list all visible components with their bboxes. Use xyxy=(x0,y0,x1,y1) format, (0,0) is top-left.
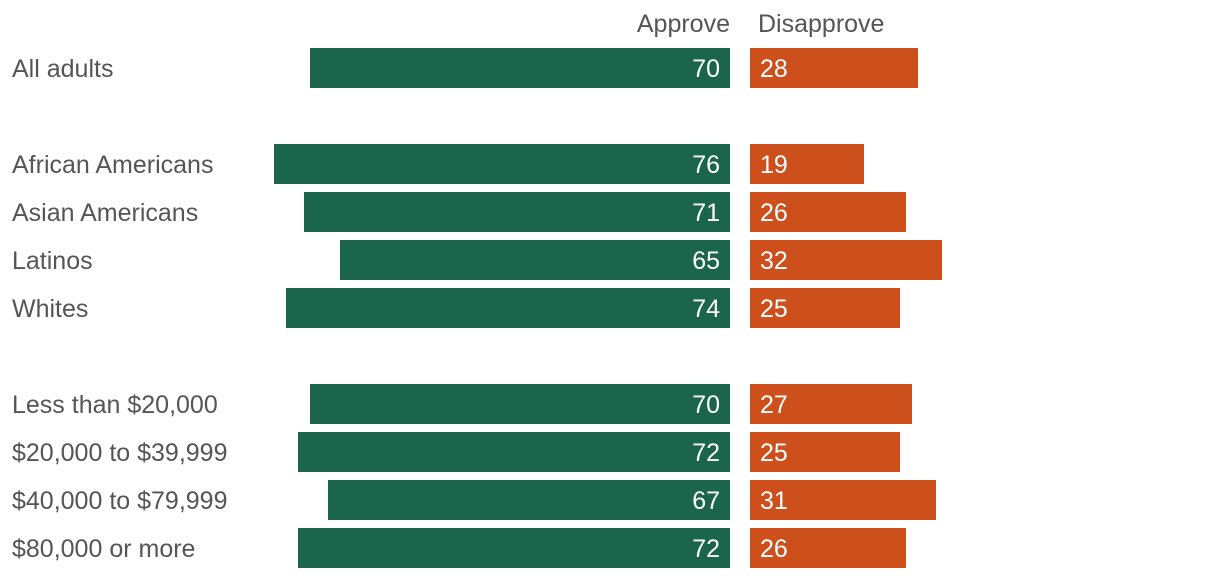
approve-value-label: 72 xyxy=(692,535,720,563)
category-label: Latinos xyxy=(12,247,93,275)
disapprove-value-label: 26 xyxy=(760,199,788,227)
approve-value-label: 71 xyxy=(692,199,720,227)
disapprove-value-label: 26 xyxy=(760,535,788,563)
disapprove-value-label: 19 xyxy=(760,151,788,179)
disapprove-bar xyxy=(750,288,900,328)
approve-bar xyxy=(298,528,730,568)
approve-bar xyxy=(328,480,730,520)
disapprove-bar xyxy=(750,144,864,184)
approve-value-label: 70 xyxy=(692,55,720,83)
approve-value-label: 67 xyxy=(692,487,720,515)
approve-value-label: 76 xyxy=(692,151,720,179)
disapprove-bar xyxy=(750,528,906,568)
disapprove-bar xyxy=(750,240,942,280)
disapprove-value-label: 25 xyxy=(760,295,788,323)
disapprove-value-label: 32 xyxy=(760,247,788,275)
approve-bar xyxy=(274,144,730,184)
disapprove-value-label: 28 xyxy=(760,55,788,83)
category-label: $40,000 to $79,999 xyxy=(12,487,227,515)
disapprove-value-label: 31 xyxy=(760,487,788,515)
chart-rows: All adults 70 28 African Americans 76 19 Asian… xyxy=(12,48,942,568)
disapprove-header: Disapprove xyxy=(758,10,884,38)
disapprove-value-label: 27 xyxy=(760,391,788,419)
approve-bar xyxy=(304,192,730,232)
disapprove-bar xyxy=(750,432,900,472)
approve-value-label: 70 xyxy=(692,391,720,419)
approve-header: Approve xyxy=(637,10,730,38)
category-label: Asian Americans xyxy=(12,199,198,227)
disapprove-bar xyxy=(750,48,918,88)
disapprove-bar xyxy=(750,192,906,232)
approve-bar xyxy=(298,432,730,472)
approve-value-label: 65 xyxy=(692,247,720,275)
category-label: $80,000 or more xyxy=(12,535,195,563)
category-label: $20,000 to $39,999 xyxy=(12,439,227,467)
category-label: All adults xyxy=(12,55,113,83)
category-label: African Americans xyxy=(12,151,213,179)
approve-value-label: 74 xyxy=(692,295,720,323)
approve-bar xyxy=(340,240,730,280)
approve-bar xyxy=(286,288,730,328)
approve-bar xyxy=(310,48,730,88)
category-label: Less than $20,000 xyxy=(12,391,218,419)
disapprove-bar xyxy=(750,480,936,520)
approve-value-label: 72 xyxy=(692,439,720,467)
category-label: Whites xyxy=(12,295,88,323)
approve-bar xyxy=(310,384,730,424)
disapprove-value-label: 25 xyxy=(760,439,788,467)
disapprove-bar xyxy=(750,384,912,424)
